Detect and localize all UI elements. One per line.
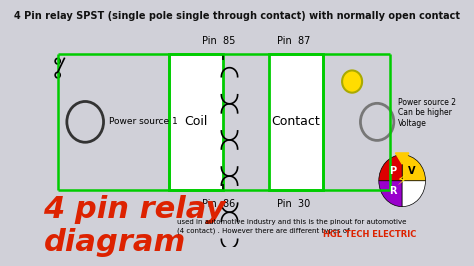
Text: used in automotive industry and this is the pinout for automotive: used in automotive industry and this is … bbox=[177, 219, 406, 225]
Wedge shape bbox=[379, 181, 402, 207]
Wedge shape bbox=[402, 181, 426, 207]
Text: Pin  85: Pin 85 bbox=[202, 36, 235, 46]
Wedge shape bbox=[402, 155, 426, 181]
Text: Pin  87: Pin 87 bbox=[277, 36, 310, 46]
Bar bbox=[269, 54, 323, 190]
Text: Pin  30: Pin 30 bbox=[277, 199, 310, 209]
Bar bbox=[169, 54, 223, 190]
Text: 4 Pin relay SPST (single pole single through contact) with normally open contact: 4 Pin relay SPST (single pole single thr… bbox=[14, 11, 460, 21]
Text: P: P bbox=[390, 166, 397, 176]
Circle shape bbox=[342, 70, 362, 93]
Text: I: I bbox=[410, 186, 413, 196]
Wedge shape bbox=[379, 155, 402, 181]
Text: HGL TECH ELECTRIC: HGL TECH ELECTRIC bbox=[323, 230, 416, 239]
Text: R: R bbox=[389, 186, 397, 196]
Text: ⚡: ⚡ bbox=[397, 174, 407, 188]
Text: 4 pin relay
diagram: 4 pin relay diagram bbox=[44, 195, 226, 257]
Text: Pin  86: Pin 86 bbox=[202, 199, 235, 209]
Text: Power source 2
Can be higher
Voltage: Power source 2 Can be higher Voltage bbox=[398, 98, 456, 127]
Text: Power source 1: Power source 1 bbox=[109, 117, 177, 126]
Text: Contact: Contact bbox=[272, 115, 320, 128]
Polygon shape bbox=[395, 153, 409, 164]
Text: Coil: Coil bbox=[184, 115, 208, 128]
Text: V: V bbox=[408, 166, 415, 176]
Text: (4 contact) . However there are different types of: (4 contact) . However there are differen… bbox=[177, 227, 349, 234]
